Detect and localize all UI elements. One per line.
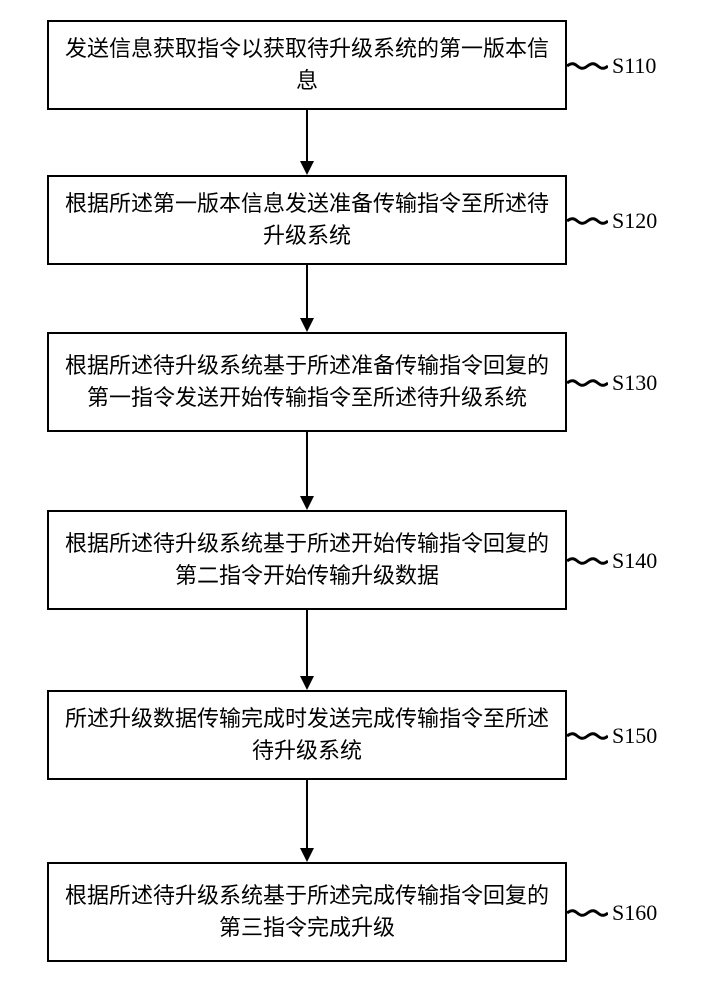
step-label-s2: S120: [612, 208, 657, 234]
flow-node-n1: 发送信息获取指令以获取待升级系统的第一版本信息: [47, 20, 567, 110]
flow-node-text: 根据所述待升级系统基于所述准备传输指令回复的第一指令发送开始传输指令至所述待升级…: [59, 350, 555, 414]
step-label-s5: S150: [612, 723, 657, 749]
step-label-s6: S160: [612, 900, 657, 926]
flow-node-text: 根据所述待升级系统基于所述完成传输指令回复的第三指令完成升级: [59, 880, 555, 944]
flow-node-n3: 根据所述待升级系统基于所述准备传输指令回复的第一指令发送开始传输指令至所述待升级…: [47, 332, 567, 432]
flow-node-n6: 根据所述待升级系统基于所述完成传输指令回复的第三指令完成升级: [47, 862, 567, 962]
flow-node-n2: 根据所述第一版本信息发送准备传输指令至所述待升级系统: [47, 175, 567, 265]
flow-arrow: [298, 432, 316, 512]
step-label-s3: S130: [612, 370, 657, 396]
flow-node-n4: 根据所述待升级系统基于所述开始传输指令回复的第二指令开始传输升级数据: [47, 510, 567, 610]
tilde-connector: [567, 373, 608, 393]
tilde-connector: [567, 726, 608, 746]
flow-node-text: 所述升级数据传输完成时发送完成传输指令至所述待升级系统: [59, 703, 555, 767]
step-label-s4: S140: [612, 548, 657, 574]
flow-arrow: [298, 780, 316, 864]
tilde-connector: [567, 903, 608, 923]
flow-arrow: [298, 610, 316, 692]
flow-node-text: 根据所述待升级系统基于所述开始传输指令回复的第二指令开始传输升级数据: [59, 528, 555, 592]
flow-node-n5: 所述升级数据传输完成时发送完成传输指令至所述待升级系统: [47, 690, 567, 780]
tilde-connector: [567, 551, 608, 571]
tilde-connector: [567, 211, 608, 231]
flow-arrow: [298, 265, 316, 334]
step-label-s1: S110: [612, 53, 656, 79]
flow-arrow: [298, 110, 316, 177]
flow-node-text: 根据所述第一版本信息发送准备传输指令至所述待升级系统: [59, 188, 555, 252]
tilde-connector: [567, 56, 608, 76]
flow-node-text: 发送信息获取指令以获取待升级系统的第一版本信息: [59, 33, 555, 97]
